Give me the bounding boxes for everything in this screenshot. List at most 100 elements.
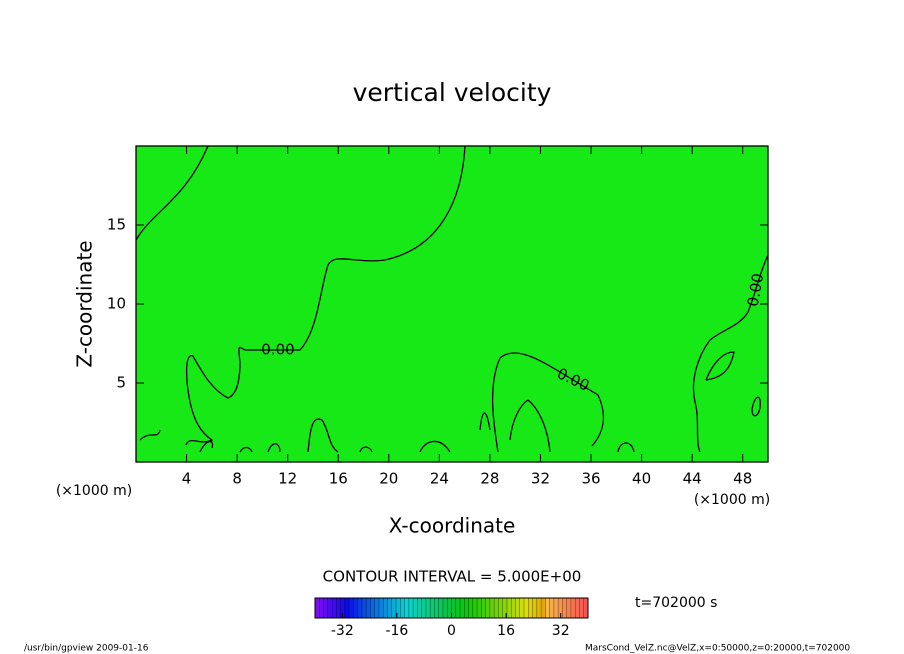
colorbar-cell — [570, 598, 576, 618]
x-unit-label: (×1000 m) — [694, 492, 770, 508]
colorbar-cell — [336, 598, 342, 618]
colorbar-cell — [340, 598, 346, 618]
colorbar-cell — [472, 598, 478, 618]
x-tick-label: 44 — [683, 470, 702, 488]
colorbar-cell — [460, 598, 465, 618]
colorbar-cell — [396, 598, 401, 618]
colorbar-cell — [468, 598, 474, 618]
colorbar-cell — [361, 598, 367, 618]
chart-title: vertical velocity — [353, 78, 552, 107]
colorbar-cell — [494, 598, 499, 618]
colorbar-cell — [417, 598, 423, 618]
colorbar-cell — [315, 598, 320, 618]
x-tick-label: 32 — [531, 470, 550, 488]
colorbar-cell — [357, 598, 363, 618]
contour-line — [135, 145, 209, 241]
colorbar-cell — [455, 598, 461, 618]
contour-interval: CONTOUR INTERVAL = 5.000E+00 — [323, 568, 582, 586]
colorbar-cell — [562, 598, 568, 618]
colorbar-cell — [383, 598, 389, 618]
colorbar-cell — [370, 598, 376, 618]
colorbar-cell — [332, 598, 337, 618]
colorbar-cell — [430, 598, 435, 618]
colorbar-cell — [481, 598, 487, 618]
x-axis-label: X-coordinate — [389, 514, 516, 538]
x-tick-label: 16 — [329, 470, 348, 488]
field — [136, 146, 768, 462]
colorbar-cell — [327, 598, 333, 618]
x-unit-label: (×1000 m) — [56, 483, 132, 499]
colorbar-cell — [515, 598, 521, 618]
x-tick-label: 28 — [480, 470, 499, 488]
colorbar-cell — [323, 598, 329, 618]
colorbar-cell — [447, 598, 452, 618]
colorbar-cell — [408, 598, 414, 618]
colorbar-cell — [438, 598, 444, 618]
colorbar-cell — [451, 598, 457, 618]
colorbar-cell — [519, 598, 525, 618]
colorbar-cell — [413, 598, 418, 618]
colorbar-cell — [485, 598, 491, 618]
colorbar-cell — [434, 598, 440, 618]
contour-label: 0.00 — [261, 341, 294, 359]
colorbar-cell — [528, 598, 534, 618]
y-tick-label: 10 — [107, 295, 126, 313]
x-tick-label: 48 — [733, 470, 752, 488]
colorbar-cell — [506, 598, 512, 618]
colorbar-cell — [400, 598, 406, 618]
colorbar-cell — [541, 598, 546, 618]
colorbar-cell — [374, 598, 380, 618]
colorbar-cell — [498, 598, 504, 618]
x-tick-label: 40 — [632, 470, 651, 488]
y-tick-label: 5 — [116, 374, 126, 392]
colorbar-cell — [502, 598, 508, 618]
colorbar-cell — [558, 598, 563, 618]
colorbar-cell — [442, 598, 448, 618]
colorbar-cell — [489, 598, 495, 618]
colorbar-cell — [566, 598, 572, 618]
colorbar-cell — [421, 598, 427, 618]
contour-line — [491, 352, 604, 453]
colorbar-cell — [511, 598, 516, 618]
colorbar-tick-label: 16 — [497, 623, 515, 639]
colorbar-cell — [349, 598, 354, 618]
colorbar-tick-label: -32 — [331, 623, 354, 639]
colorbar-cell — [344, 598, 350, 618]
colorbar-cell — [536, 598, 542, 618]
colorbar-cell — [378, 598, 384, 618]
colorbar-cell — [425, 598, 431, 618]
time-label: t=702000 s — [635, 595, 717, 611]
x-tick-label: 8 — [232, 470, 242, 488]
footer: MarsCond_VelZ.nc@VelZ,x=0:50000,z=0:2000… — [585, 644, 850, 654]
x-tick-label: 20 — [379, 470, 398, 488]
colorbar-cell — [387, 598, 393, 618]
colorbar-cell — [366, 598, 371, 618]
colorbar-cell — [353, 598, 359, 618]
contour-line — [139, 396, 761, 453]
y-tick-label: 15 — [107, 216, 126, 234]
colorbar-cell — [391, 598, 397, 618]
contour-label: 0.00 — [744, 272, 768, 308]
colorbar-cell — [545, 598, 551, 618]
colorbar-tick-label: 0 — [447, 623, 456, 639]
x-tick-label: 36 — [581, 470, 600, 488]
colorbar-cell — [524, 598, 529, 618]
colorbar-cell — [583, 598, 589, 618]
colorbar-cell — [532, 598, 538, 618]
colorbar-cell — [579, 598, 585, 618]
colorbar-tick-label: -16 — [385, 623, 408, 639]
y-axis-label: Z-coordinate — [73, 240, 97, 367]
colorbar-cell — [404, 598, 410, 618]
contour-line — [185, 145, 466, 446]
x-tick-label: 12 — [278, 470, 297, 488]
colorbar-cell — [575, 598, 580, 618]
colorbar-cell — [464, 598, 470, 618]
colorbar-cell — [319, 598, 325, 618]
footer: /usr/bin/gpview 2009-01-16 — [24, 644, 149, 654]
contour-line — [692, 254, 769, 453]
x-tick-label: 24 — [430, 470, 449, 488]
colorbar-cell — [553, 598, 559, 618]
x-tick-label: 4 — [182, 470, 192, 488]
colorbar-cell — [549, 598, 555, 618]
